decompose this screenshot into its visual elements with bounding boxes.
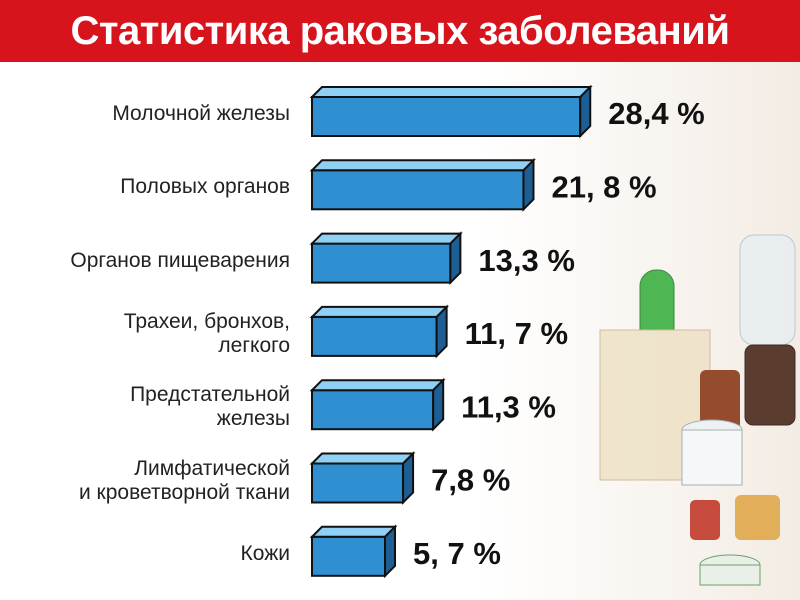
category-label: Лимфатической и кроветворной ткани <box>78 456 290 504</box>
category-label: Предстательной железы <box>130 383 290 431</box>
bar-top <box>309 525 398 538</box>
bar-top <box>309 232 463 245</box>
bar <box>311 169 525 211</box>
category-label: Половых органов <box>120 175 290 199</box>
value-label: 21, 8 % <box>551 169 656 204</box>
value-label: 5, 7 % <box>413 536 501 571</box>
bar <box>311 462 405 504</box>
bar-side <box>579 84 592 139</box>
chart-title: Статистика раковых заболеваний <box>0 0 800 62</box>
bar-side <box>435 304 448 359</box>
bar <box>311 242 452 284</box>
category-label: Кожи <box>240 541 290 565</box>
category-label: Органов пищеварения <box>70 248 290 272</box>
bar <box>311 389 435 431</box>
bar-side <box>432 377 445 432</box>
value-label: 13,3 % <box>478 243 575 278</box>
bar-side <box>449 231 462 286</box>
medicine-decoration <box>599 234 796 586</box>
bar <box>311 315 438 357</box>
value-label: 11,3 % <box>461 389 556 424</box>
category-label: Молочной железы <box>112 102 290 125</box>
bar-side <box>402 451 415 505</box>
value-label: 28,4 % <box>608 96 705 131</box>
value-label: 7,8 % <box>431 463 510 498</box>
bar-side <box>384 524 397 579</box>
bar-top <box>309 86 593 98</box>
bar-top <box>309 159 536 172</box>
bar-top <box>309 452 416 465</box>
category-label: Трахеи, бронхов, легкого <box>123 309 290 357</box>
bar-top <box>309 379 446 392</box>
value-label: 11, 7 % <box>465 316 568 351</box>
bar <box>311 535 387 577</box>
bar-top <box>309 305 450 318</box>
bar <box>311 96 582 137</box>
bar-side <box>522 157 535 212</box>
